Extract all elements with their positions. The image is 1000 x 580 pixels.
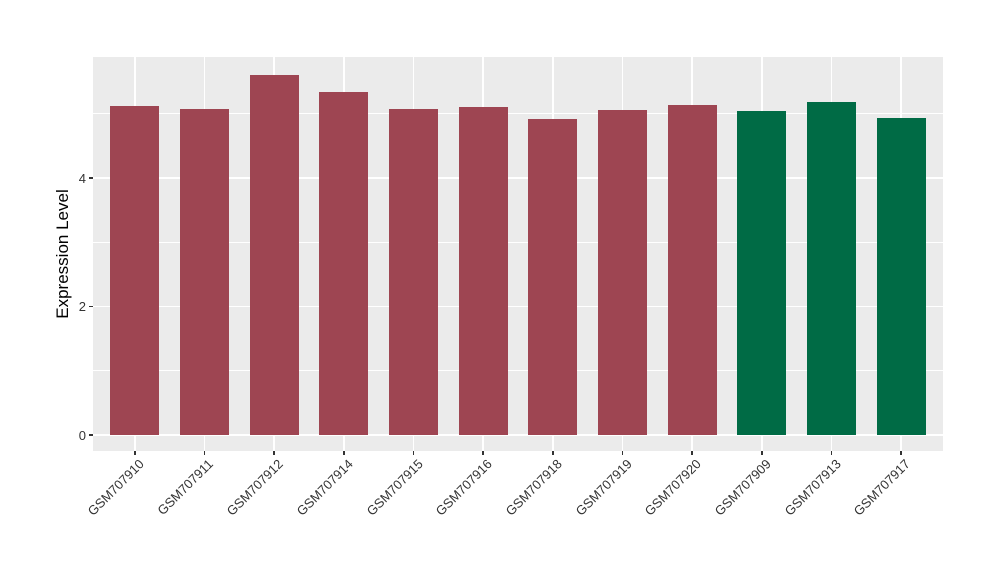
y-tick-0 — [89, 434, 93, 436]
x-tick-label-GSM707909: GSM707909 — [711, 456, 774, 519]
y-axis-title: Expression Level — [53, 189, 72, 319]
x-tick-GSM707910 — [134, 451, 136, 455]
y-tick-label-0: 0 — [78, 427, 86, 443]
y-tick-2 — [89, 305, 93, 308]
gridline-minor-y-3 — [93, 241, 943, 243]
gridline-major-y-4 — [93, 177, 943, 179]
x-tick-GSM707920 — [691, 451, 693, 455]
bar-GSM707918 — [528, 118, 578, 435]
gridline-minor-y-5 — [93, 113, 943, 115]
x-tick-GSM707912 — [273, 451, 275, 455]
x-tick-GSM707918 — [552, 451, 554, 455]
x-tick-label-GSM707914: GSM707914 — [293, 456, 356, 519]
x-tick-GSM707917 — [900, 451, 902, 455]
y-tick-4 — [89, 177, 93, 179]
x-tick-GSM707915 — [412, 451, 415, 455]
bar-GSM707914 — [319, 91, 369, 435]
bar-GSM707919 — [598, 109, 647, 435]
gridline-major-y-0 — [93, 434, 943, 436]
x-tick-GSM707916 — [482, 451, 484, 455]
bar-GSM707915 — [389, 109, 438, 435]
x-tick-GSM707919 — [621, 451, 624, 455]
bar-GSM707920 — [667, 104, 717, 435]
x-tick-label-GSM707920: GSM707920 — [641, 456, 705, 519]
x-tick-label-GSM707915: GSM707915 — [363, 456, 426, 519]
x-tick-GSM707911 — [203, 451, 206, 455]
y-tick-label-4: 4 — [78, 170, 86, 186]
x-tick-label-GSM707919: GSM707919 — [572, 456, 635, 519]
bar-GSM707916 — [458, 106, 508, 435]
gridline-major-y-2 — [93, 305, 943, 308]
x-tick-label-GSM707918: GSM707918 — [502, 456, 565, 519]
x-tick-label-GSM707916: GSM707916 — [432, 456, 496, 519]
x-tick-label-GSM707917: GSM707917 — [850, 456, 914, 519]
x-tick-label-GSM707912: GSM707912 — [223, 456, 287, 519]
bar-GSM707913 — [807, 101, 856, 435]
y-tick-label-2: 2 — [78, 299, 86, 314]
x-tick-label-GSM707913: GSM707913 — [781, 456, 844, 519]
bar-GSM707912 — [249, 74, 299, 435]
x-tick-GSM707913 — [830, 451, 833, 455]
x-tick-GSM707914 — [343, 451, 345, 455]
bar-GSM707911 — [180, 109, 229, 435]
bar-GSM707909 — [737, 110, 787, 435]
plot-panel — [93, 57, 943, 451]
x-tick-label-GSM707911: GSM707911 — [154, 456, 217, 518]
x-tick-label-GSM707910: GSM707910 — [84, 456, 147, 519]
bar-GSM707917 — [876, 117, 926, 435]
x-tick-GSM707909 — [761, 451, 763, 455]
bar-GSM707910 — [110, 106, 160, 435]
gridline-minor-y-1 — [93, 370, 943, 372]
